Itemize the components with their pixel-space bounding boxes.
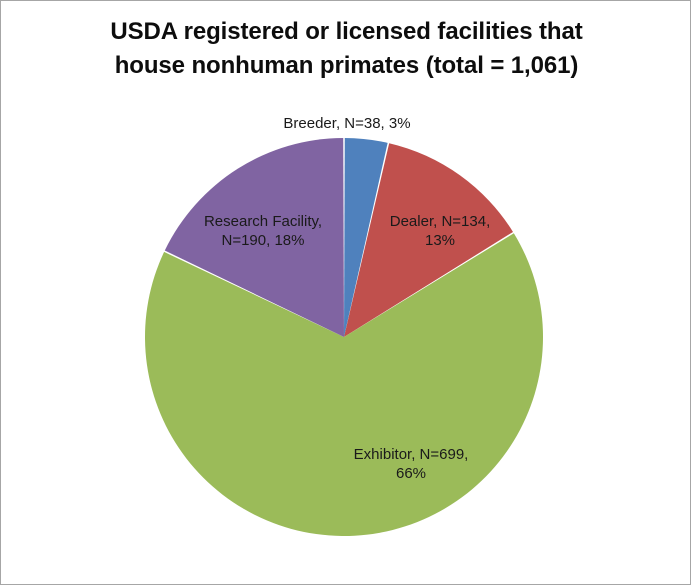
pie-slice-breeder	[344, 138, 388, 337]
chart-title-line-1: USDA registered or licensed facilities t…	[110, 18, 583, 45]
pie-slice-research-facility	[164, 138, 344, 337]
pie-slice-exhibitor	[145, 233, 544, 536]
chart-title: USDA registered or licensed facilities t…	[1, 15, 690, 83]
chart-title-line-2: house nonhuman primates (total = 1,061)	[114, 52, 579, 79]
pie-slice-dealer	[344, 143, 514, 337]
pie-slices-group	[145, 138, 544, 536]
